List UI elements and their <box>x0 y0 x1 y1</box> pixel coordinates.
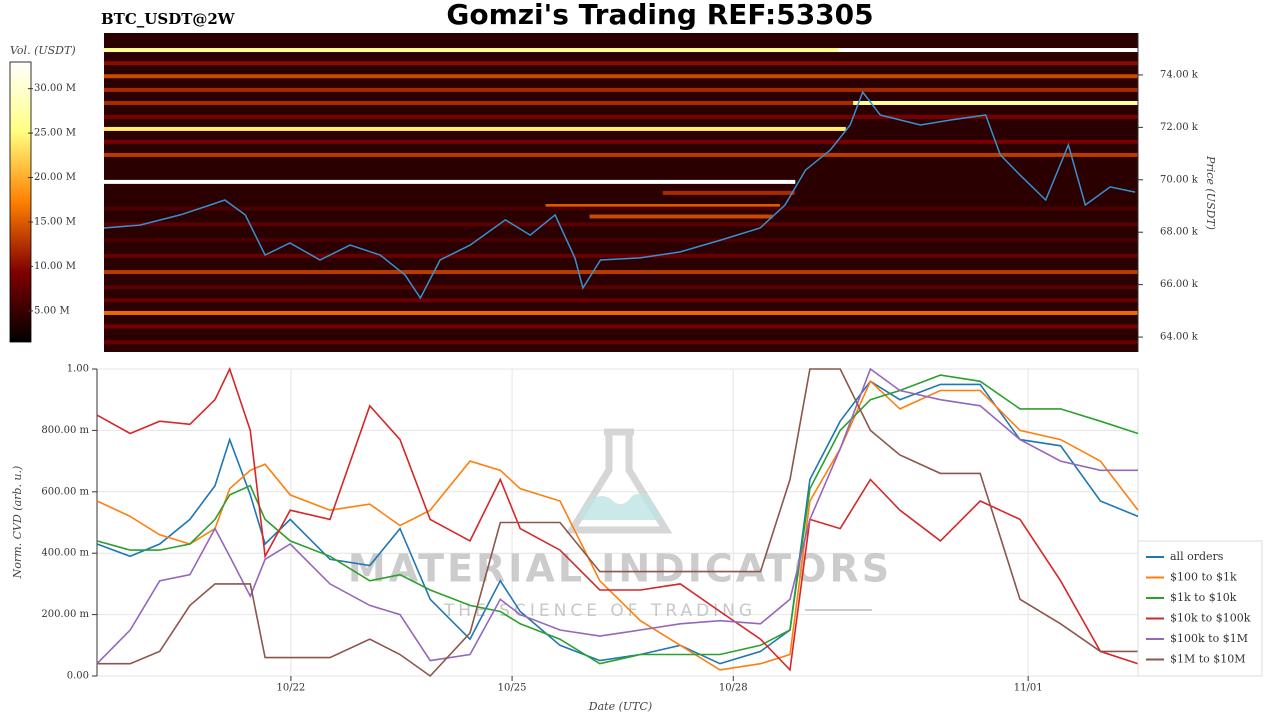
x-tick-label: 10/28 <box>719 683 748 694</box>
heatmap-level <box>104 285 1138 290</box>
colorbar-label: Vol. (USDT) <box>10 44 76 57</box>
legend-label: $100 to $1k <box>1170 571 1237 584</box>
y-tick-label: 72.00 k <box>1160 122 1199 133</box>
heatmap-level <box>104 126 846 131</box>
y-tick-label: 0.00 <box>67 671 89 682</box>
heatmap-level <box>104 298 1138 303</box>
heatmap-level <box>104 179 796 184</box>
heatmap-level <box>104 61 1138 66</box>
legend-label: $1k to $10k <box>1170 591 1237 604</box>
x-tick-label: 11/01 <box>1014 683 1043 694</box>
plot-area <box>96 368 1139 677</box>
colorbar-tick-label: 10.00 M <box>34 261 76 272</box>
colorbar <box>9 61 32 343</box>
heatmap-level <box>104 206 1138 211</box>
watermark: MATERIAL INDICATORS THE SCIENCE OF TRADI… <box>348 428 892 621</box>
watermark-liquid <box>578 493 662 520</box>
chart-title: Gomzi's Trading REF:53305 <box>446 0 873 31</box>
legend-label: $100k to $1M <box>1170 632 1248 645</box>
heatmap-level <box>104 340 1138 345</box>
cvd-line <box>96 374 1139 665</box>
y-tick-label: 66.00 k <box>1160 279 1199 290</box>
heatmap-level <box>104 152 1138 157</box>
y-tick-label: 70.00 k <box>1160 174 1199 185</box>
heatmap-background <box>104 33 1138 352</box>
heatmap-level <box>104 139 1138 144</box>
y-axis-label: Norm. CVD (arb. u.) <box>11 466 24 580</box>
symbol: BTC_USDT@2W <box>101 10 236 28</box>
y-axis-label: Price (USDT) <box>1204 155 1217 230</box>
watermark-flask <box>565 428 673 534</box>
legend-box <box>1137 540 1263 677</box>
heatmap-level <box>104 310 1138 315</box>
legend-label: $1M to $10M <box>1170 653 1246 666</box>
heatmap-level <box>104 238 1138 243</box>
y-tick-label: 800.00 m <box>41 425 89 436</box>
heatmap-level <box>104 74 1138 79</box>
colorbar-tick-label: 25.00 M <box>34 128 76 139</box>
watermark-tagline: THE SCIENCE OF TRADING <box>443 601 756 621</box>
heatmap-level <box>104 253 1138 258</box>
x-axis-label: Date (UTC) <box>588 700 652 713</box>
y-tick-label: 1.00 <box>67 364 89 375</box>
legend-label: $10k to $100k <box>1170 612 1251 625</box>
y-tick-label: 400.00 m <box>41 548 89 559</box>
heatmap-level <box>104 324 1138 329</box>
heatmap-level <box>104 48 839 53</box>
cvd-line <box>96 379 1139 671</box>
heatmap-level <box>104 114 1138 119</box>
colorbar-tick-label: 5.00 M <box>34 305 70 316</box>
heatmap-level <box>662 190 795 195</box>
y-tick-label: 68.00 k <box>1160 227 1199 238</box>
heatmap-level <box>838 48 1138 53</box>
colorbar-tick-label: 15.00 M <box>34 217 76 228</box>
heatmap-level <box>589 214 773 219</box>
y-tick-label: 74.00 k <box>1160 69 1199 80</box>
cvd-line <box>96 366 1139 672</box>
y-tick-label: 600.00 m <box>41 486 89 497</box>
heatmap-level <box>104 87 1138 92</box>
heatmap-level <box>853 100 1138 105</box>
x-tick-label: 10/25 <box>498 683 527 694</box>
heatmap-level <box>104 270 1138 275</box>
colorbar-tick-label: 20.00 M <box>34 172 76 183</box>
heatmap-level <box>545 203 780 208</box>
heatmap-level <box>104 222 1138 227</box>
y-tick-label: 200.00 m <box>41 609 89 620</box>
colorbar-tick-label: 30.00 M <box>34 83 76 94</box>
y-tick-label: 64.00 k <box>1160 332 1199 343</box>
price-line <box>103 90 1136 300</box>
cvd-line <box>96 380 1139 665</box>
x-tick-label: 10/22 <box>276 683 305 694</box>
legend-label: all orders <box>1170 550 1224 563</box>
cvd-line <box>97 368 1138 678</box>
watermark-brand: MATERIAL INDICATORS <box>348 547 892 591</box>
cvd-line <box>96 367 1138 665</box>
heatmap-level <box>104 100 854 105</box>
